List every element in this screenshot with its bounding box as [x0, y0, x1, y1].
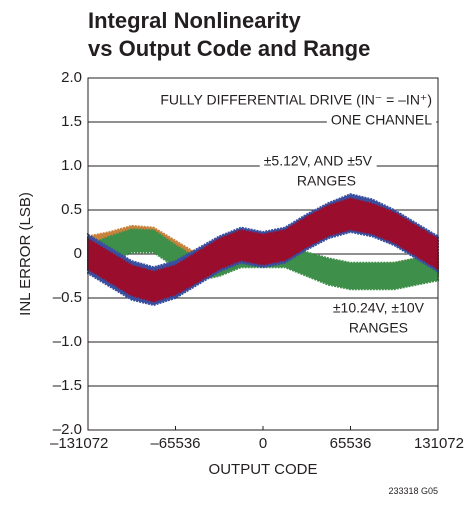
annotation: ±10.24V, ±10V [333, 300, 425, 316]
y-tick-label: 0 [74, 245, 82, 262]
annotation: FULLY DIFFERENTIAL DRIVE (IN⁻ = –IN⁺) [160, 92, 432, 108]
chart-title: Integral Nonlinearity [88, 8, 301, 33]
x-axis-label: OUTPUT CODE [209, 461, 318, 478]
y-tick-label: 0.5 [61, 201, 82, 218]
annotation-background [328, 298, 429, 317]
annotation: RANGES [297, 173, 356, 189]
y-tick-label: 1.0 [61, 157, 82, 174]
y-tick-label: –0.5 [53, 289, 82, 306]
x-tick-label: –65536 [150, 435, 200, 452]
annotation-background [156, 90, 436, 109]
y-tick-label: –2.0 [53, 421, 82, 438]
data-band [87, 197, 439, 303]
annotation-background [292, 171, 360, 190]
annotation: ±5.12V, AND ±5V [264, 153, 373, 169]
y-axis-label: INL ERROR (LSB) [17, 192, 34, 316]
footnote: 233318 G05 [388, 486, 438, 496]
annotation-background [326, 110, 437, 129]
x-tick-label: 0 [259, 435, 267, 452]
annotation-background [259, 151, 377, 170]
annotation-background [344, 318, 412, 337]
y-tick-label: 2.0 [61, 69, 82, 86]
x-tick-label: 65536 [330, 435, 372, 452]
chart-title: vs Output Code and Range [88, 36, 370, 61]
x-tick-label: 131072 [414, 435, 464, 452]
y-tick-label: –1.0 [53, 333, 82, 350]
annotation: RANGES [349, 320, 408, 336]
x-tick-label: –131072 [50, 435, 108, 452]
plot-frame [87, 77, 439, 431]
annotation: ONE CHANNEL [331, 112, 432, 128]
y-tick-label: –1.5 [53, 377, 82, 394]
y-tick-label: 1.5 [61, 113, 82, 130]
